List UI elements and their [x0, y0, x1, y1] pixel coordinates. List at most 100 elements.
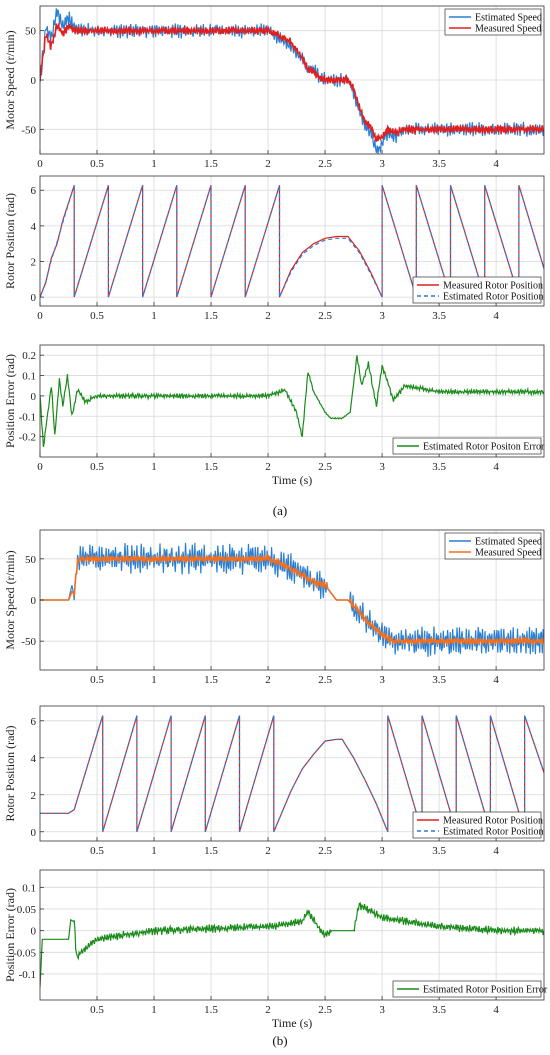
chart-a-speed: 0 0.5 1 1.5 2 2.5 3 3.5 4 -50 0 50 Motor Speed (r/mi…	[3, 5, 545, 170]
chart-b-position: 0.5 1 1.5 2 2.5 3 3.5 4 0 2 4 6 Rotor Position (rad)…	[3, 705, 545, 857]
y-tick-label: 0	[31, 292, 37, 304]
legend-label: Estimated Rotor Position	[443, 292, 544, 303]
x-tick-label: 1	[151, 845, 157, 857]
x-tick-label: 1	[151, 310, 157, 322]
y-axis-label: Motor Speed (r/min)	[3, 30, 17, 129]
x-tick-label: 2.5	[318, 461, 332, 473]
x-tick-label: 2	[265, 1004, 271, 1016]
x-tick-label: 2	[265, 845, 271, 857]
x-tick-label: 3	[379, 845, 385, 857]
y-tick-label: 0	[31, 391, 37, 403]
x-tick-label: 4	[493, 674, 499, 686]
x-tick-label: 3.5	[432, 1004, 446, 1016]
y-tick-label: 0.1	[22, 882, 36, 894]
chart-a-error: 0 0.5 1 1.5 2 2.5 3 3.5 4 -0.2 -0.1 0 0.1 0.2 Position…	[3, 344, 545, 487]
legend: Estimated Rotor Positon Error	[392, 437, 545, 455]
y-tick-label: 50	[25, 554, 37, 566]
x-tick-label: 0	[37, 158, 43, 170]
y-tick-label: -50	[21, 636, 36, 648]
y-axis-label: Rotor Position (rad)	[3, 726, 17, 822]
x-tick-label: 0.5	[90, 310, 104, 322]
x-tick-label: 1.5	[204, 674, 218, 686]
y-tick-label: 2	[31, 256, 37, 268]
plot-area: 0 0.5 1 1.5 2 2.5 3 3.5 4 -50 0 50 Motor Speed (r/mi…	[3, 5, 548, 1030]
x-tick-label: 0	[37, 310, 43, 322]
x-tick-label: 1.5	[204, 461, 218, 473]
y-tick-label: 50	[25, 26, 37, 38]
legend-label: Measured Speed	[475, 548, 541, 559]
series-line-b-error-0	[40, 901, 544, 988]
y-tick-label: 0.1	[22, 371, 36, 383]
series-line-b-speed-1	[40, 552, 544, 647]
x-tick-label: 2	[265, 310, 271, 322]
x-tick-label: 2	[265, 674, 271, 686]
x-tick-label: 4	[493, 310, 499, 322]
x-tick-label: 3	[379, 1004, 385, 1016]
series-line-a-error-0	[40, 355, 544, 448]
x-tick-label: 4	[493, 845, 499, 857]
x-tick-label: 0.5	[90, 1004, 104, 1016]
x-tick-label: 3	[379, 461, 385, 473]
x-tick-label: 3.5	[432, 461, 446, 473]
x-tick-label: 3	[379, 158, 385, 170]
y-tick-label: 0	[31, 595, 37, 607]
legend-label: Measured Rotor Position	[443, 816, 543, 827]
x-tick-label: 2.5	[318, 845, 332, 857]
legend: Estimated Rotor Position Error	[392, 980, 548, 998]
x-axis-label: Time (s)	[272, 1016, 313, 1030]
x-tick-label: 1.5	[204, 158, 218, 170]
chart-b-error: 0.5 1 1.5 2 2.5 3 3.5 4 -0.1 -0.05 0 0.05 0.1 Positio…	[3, 869, 548, 1030]
y-tick-label: 4	[31, 753, 37, 765]
legend-label: Estimated Rotor Position	[443, 827, 544, 838]
legend-label: Measured Rotor Position	[443, 281, 543, 292]
axes-frame	[39, 175, 545, 307]
y-tick-label: 0	[31, 75, 37, 87]
panel-label-a: (a)	[273, 503, 287, 518]
chart-a-position: 0 0.5 1 1.5 2 2.5 3 3.5 4 0 2 4 6 Rotor Position (rad…	[3, 175, 545, 322]
legend-label: Estimated Rotor Positon Error	[423, 442, 545, 453]
x-tick-label: 1.5	[204, 1004, 218, 1016]
y-tick-label: 6	[31, 716, 37, 728]
x-tick-label: 3.5	[432, 158, 446, 170]
legend-label: Estimated Speed	[475, 13, 542, 24]
y-tick-label: 2	[31, 790, 37, 802]
y-tick-label: 0	[31, 926, 37, 938]
x-tick-label: 0	[37, 461, 43, 473]
axes-frame	[39, 869, 545, 1001]
x-tick-label: 3.5	[432, 674, 446, 686]
x-tick-label: 2	[265, 461, 271, 473]
x-tick-label: 2.5	[318, 1004, 332, 1016]
y-tick-label: 0	[31, 827, 37, 839]
x-tick-label: 4	[493, 158, 499, 170]
x-tick-label: 2.5	[318, 674, 332, 686]
series-line-a-speed-1	[40, 21, 544, 143]
y-axis-label: Position Error (rad)	[3, 888, 17, 982]
x-tick-label: 1	[151, 461, 157, 473]
y-tick-label: 6	[31, 185, 37, 197]
x-tick-label: 3.5	[432, 310, 446, 322]
y-tick-label: 0.05	[17, 904, 37, 916]
y-tick-label: 0.2	[22, 350, 36, 362]
y-tick-label: -50	[21, 124, 36, 136]
x-tick-label: 1.5	[204, 845, 218, 857]
y-tick-label: -0.1	[19, 411, 36, 423]
x-tick-label: 2.5	[318, 310, 332, 322]
y-axis-label: Rotor Position (rad)	[3, 193, 17, 289]
chart-b-speed: 0.5 1 1.5 2 2.5 3 3.5 4 -50 0 50 Motor Speed (r/min…	[3, 529, 545, 686]
x-tick-label: 0.5	[90, 845, 104, 857]
y-axis-label: Position Error (rad)	[3, 354, 17, 448]
y-tick-label: -0.05	[13, 947, 36, 959]
x-tick-label: 3	[379, 310, 385, 322]
x-tick-label: 1.5	[204, 310, 218, 322]
x-tick-label: 1	[151, 1004, 157, 1016]
x-tick-label: 3.5	[432, 845, 446, 857]
panel-label-b: (b)	[272, 1033, 287, 1048]
legend-label: Estimated Speed	[475, 537, 542, 548]
x-axis-label: Time (s)	[272, 473, 313, 487]
y-tick-label: -0.1	[19, 969, 36, 981]
